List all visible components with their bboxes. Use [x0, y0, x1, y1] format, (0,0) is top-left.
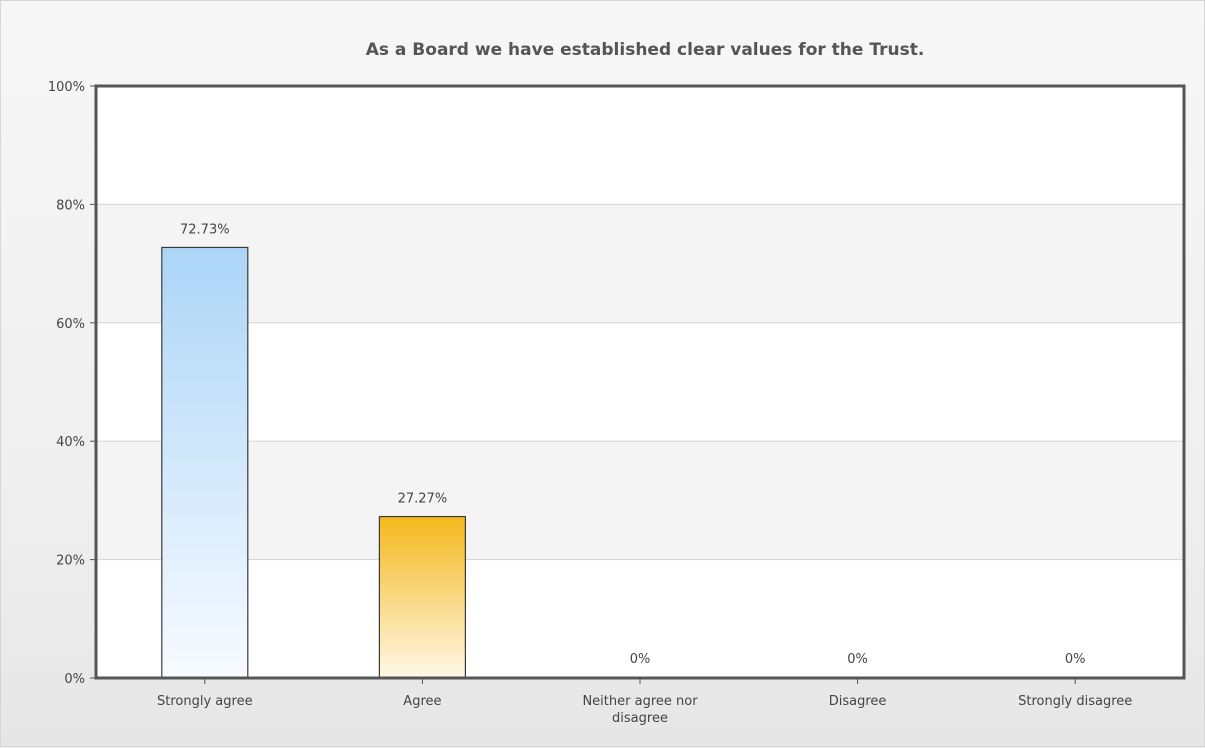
bar	[161, 246, 249, 679]
x-category-label: Disagree	[829, 694, 887, 709]
y-tick-label: 80%	[56, 198, 85, 213]
x-category-label: Strongly disagree	[1018, 694, 1132, 709]
chart-title: As a Board we have established clear val…	[366, 40, 925, 60]
x-category-label: Agree	[403, 694, 441, 709]
data-label: 27.27%	[398, 492, 448, 507]
data-label: 72.73%	[180, 222, 230, 237]
y-tick-label: 20%	[56, 554, 85, 569]
data-label: 0%	[847, 652, 868, 667]
data-label: 0%	[630, 652, 651, 667]
y-tick-label: 100%	[48, 80, 85, 95]
y-tick-label: 40%	[56, 435, 85, 450]
y-tick-label: 60%	[56, 317, 85, 332]
plot-area	[96, 86, 1184, 678]
grid-band	[96, 441, 1184, 560]
grid-band	[96, 204, 1184, 323]
x-category-label: Strongly agree	[157, 694, 253, 709]
y-tick-label: 0%	[64, 672, 85, 687]
bar	[378, 515, 466, 679]
x-category-label: Neither agree nor disagree	[582, 694, 698, 726]
plot-frame	[94, 84, 1186, 680]
data-label: 0%	[1065, 652, 1086, 667]
